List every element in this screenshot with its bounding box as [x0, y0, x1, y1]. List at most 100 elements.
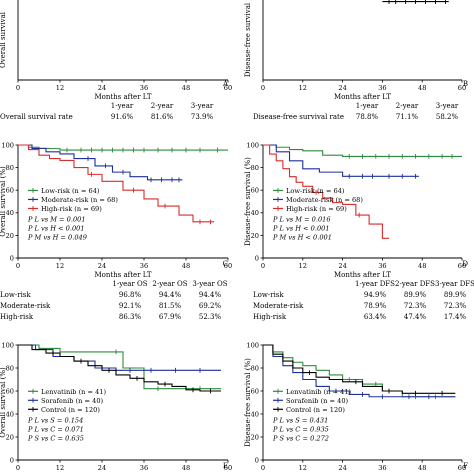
table-header: 2-year — [151, 102, 174, 110]
x-axis-label: Months after LT — [94, 93, 151, 101]
p-value-label: P L vs C = 0.935 — [272, 425, 329, 433]
table-cell: 78.9% — [364, 302, 387, 310]
y-tick-label: 80 — [6, 164, 14, 172]
survival-curve-1 — [18, 144, 183, 181]
survival-curve-2 — [18, 344, 221, 392]
table-cell: 67.9% — [159, 313, 182, 321]
x-tick-label: 36 — [378, 84, 386, 92]
table-cell: 71.1% — [396, 113, 419, 121]
table-row-label: High-risk — [253, 313, 287, 321]
x-tick-label: 60 — [224, 464, 232, 472]
survival-curve-1 — [263, 144, 419, 177]
x-axis-label: Months after LT — [94, 271, 151, 279]
table-row-label: Overall survival rate — [0, 113, 73, 121]
table-cell: 81.6% — [151, 113, 174, 121]
x-tick-label: 60 — [458, 464, 466, 472]
y-axis-label: Disease-free survival — [244, 2, 252, 77]
table-row-label: Moderate-risk — [253, 302, 304, 310]
legend-entry: Sorafenib (n = 40) — [286, 397, 349, 405]
x-tick-label: 24 — [338, 84, 346, 92]
y-tick-label: 60 — [6, 387, 14, 395]
legend-entry: Lenvatinib (n = 41) — [41, 388, 107, 396]
table-cell: 89.9% — [444, 291, 467, 299]
table-header: 3-year — [436, 102, 459, 110]
y-axis-label: Disease-free survival (%) — [244, 358, 252, 447]
table-cell: 92.1% — [119, 302, 142, 310]
y-tick-label: 40 — [251, 410, 259, 418]
p-value-label: P L vs H < 0.001 — [27, 224, 85, 232]
table-cell: 17.4% — [444, 313, 467, 321]
panel-c: 0 12 24 36 48 60 0 20 40 60 80 100 Overall survival … — [0, 141, 232, 321]
x-tick-label: 12 — [299, 464, 307, 472]
y-tick-label: 100 — [246, 341, 259, 349]
x-axis-label: Months after LT — [334, 271, 391, 279]
x-tick-label: 12 — [56, 84, 64, 92]
y-tick-label: 0 — [10, 254, 14, 262]
legend-entry: Low-risk (n = 64) — [41, 187, 100, 195]
p-value-label: P L vs H < 0.001 — [272, 224, 330, 232]
y-tick-label: 100 — [246, 141, 259, 149]
p-value-label: P S vs C = 0.272 — [272, 434, 329, 442]
x-tick-label: 60 — [458, 262, 466, 270]
panel-a: 0 12 24 36 48 60 Overall survival Months after … — [0, 0, 232, 121]
p-value-label: P L vs S = 0.154 — [27, 416, 83, 424]
x-tick-label: 48 — [418, 262, 426, 270]
panel-letter: F — [463, 462, 468, 470]
table-cell: 94.4% — [159, 291, 182, 299]
y-tick-label: 0 — [255, 254, 259, 262]
table-header: 2-year — [396, 102, 419, 110]
x-tick-label: 12 — [299, 262, 307, 270]
x-tick-label: 36 — [140, 464, 148, 472]
x-tick-label: 48 — [182, 84, 190, 92]
survival-curve-2 — [18, 144, 214, 223]
y-tick-label: 20 — [251, 232, 259, 240]
y-tick-label: 100 — [1, 341, 14, 349]
survival-curve-2 — [263, 344, 456, 394]
x-tick-label: 12 — [56, 464, 64, 472]
y-tick-label: 40 — [251, 209, 259, 217]
x-tick-label: 24 — [98, 84, 106, 92]
table-cell: 63.4% — [364, 313, 387, 321]
table-cell: 52.3% — [199, 313, 222, 321]
legend-entry: High-risk (n = 69) — [286, 205, 347, 213]
table-header: 1-year DFS — [355, 280, 395, 288]
table-header: 1-year — [111, 102, 134, 110]
y-tick-label: 80 — [251, 164, 259, 172]
table-header: 1-year OS — [112, 280, 147, 288]
legend-entry: Control (n = 120) — [286, 406, 345, 414]
table-cell: 73.9% — [191, 113, 214, 121]
table-cell: 86.3% — [119, 313, 142, 321]
table-header: 2-year DFS — [395, 280, 435, 288]
y-tick-label: 80 — [251, 364, 259, 372]
x-tick-label: 0 — [16, 84, 20, 92]
p-value-label: P S vs C = 0.635 — [27, 434, 84, 442]
legend-entry: Low-risk (n = 64) — [286, 187, 345, 195]
legend-entry: Moderate-risk (n = 68) — [41, 196, 118, 204]
panel-e: 0 12 24 36 48 60 0 20 40 60 80 100 Overall survival … — [0, 341, 232, 472]
x-tick-label: 48 — [418, 464, 426, 472]
table-cell: 72.3% — [404, 302, 427, 310]
x-tick-label: 12 — [299, 84, 307, 92]
survival-curve-2 — [263, 144, 390, 239]
table-header: 3-year — [191, 102, 214, 110]
table-row-label: Low-risk — [0, 291, 31, 299]
p-value-label: P L vs S = 0.431 — [272, 416, 328, 424]
panel-b: 0 12 24 36 48 60 Disease-free survival Months a… — [244, 0, 468, 121]
x-tick-label: 0 — [16, 464, 20, 472]
x-tick-label: 60 — [458, 84, 466, 92]
table-cell: 94.4% — [199, 291, 222, 299]
legend-entry: Control (n = 120) — [41, 406, 100, 414]
legend-entry: High-risk (n = 69) — [41, 205, 102, 213]
panel-letter: C — [223, 260, 228, 268]
table-cell: 72.3% — [444, 302, 467, 310]
y-tick-label: 60 — [6, 187, 14, 195]
panel-d: 0 12 24 36 48 60 0 20 40 60 80 100 Disease-free surv… — [244, 141, 474, 321]
table-cell: 58.2% — [436, 113, 459, 121]
panel-letter: B — [463, 80, 468, 88]
y-tick-label: 20 — [6, 433, 14, 441]
table-header: 2-year OS — [152, 280, 187, 288]
y-tick-label: 40 — [6, 410, 14, 418]
x-axis-label: Months after LT — [334, 93, 391, 101]
x-tick-label: 48 — [418, 84, 426, 92]
y-tick-label: 100 — [1, 141, 14, 149]
